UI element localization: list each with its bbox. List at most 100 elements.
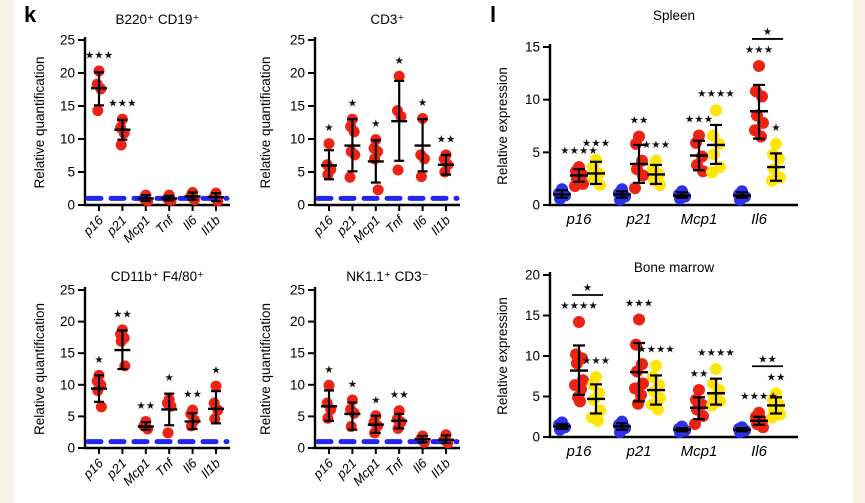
data-point-red: [115, 139, 127, 151]
y-tick-label: 0: [67, 441, 75, 456]
data-point-yellow: [706, 166, 718, 179]
significance-stars: ★★★★: [740, 391, 778, 403]
data-point-red: [92, 384, 104, 396]
data-point-red: [93, 65, 105, 77]
x-tick-label: Tnf: [152, 212, 177, 237]
significance-stars: ★: [348, 378, 357, 390]
y-tick-label: 10: [525, 349, 540, 364]
y-tick-label: 5: [67, 409, 75, 424]
x-tick-label: Il1b: [428, 456, 453, 481]
data-point-red: [633, 313, 645, 326]
data-point-red: [439, 166, 451, 178]
significance-stars: ★: [371, 118, 380, 130]
chart-canvas: CD3⁺ Relative quantification 0 5 10 15 20 25 p16…: [258, 12, 460, 246]
y-tick-label: 15: [290, 346, 305, 361]
chart-title: NK1.1⁺ CD3⁻: [346, 269, 429, 284]
x-tick-label: Il6: [409, 455, 430, 476]
data-point-yellow: [592, 414, 604, 427]
y-tick-label: 0: [532, 198, 540, 213]
data-point-red: [322, 169, 334, 181]
data-point-yellow: [708, 148, 720, 161]
y-tick-label: 10: [60, 377, 75, 392]
y-tick-label: 5: [532, 145, 540, 160]
y-axis-label: Relative expression: [495, 67, 510, 185]
data-point-red: [569, 180, 581, 193]
x-tick-label: Il1b: [198, 213, 223, 238]
y-tick-label: 20: [60, 66, 75, 81]
y-tick-label: 15: [525, 308, 540, 323]
significance-stars: ★: [211, 365, 220, 377]
data-point-yellow: [652, 403, 664, 416]
data-point-yellow: [710, 104, 722, 117]
x-tick-label: Mcp1: [350, 456, 383, 489]
chart-b220-cd19: B220⁺ CD19⁺ Relative quantification 0 5 10 15…: [30, 2, 255, 252]
panel-l-label: l: [490, 2, 497, 27]
chart-canvas: NK1.1⁺ CD3⁻ Relative quantification 0 5 10 15…: [258, 269, 460, 489]
significance-stars: ★★★: [625, 298, 653, 310]
significance-stars: ★★: [390, 389, 409, 401]
significance-stars: ★: [394, 55, 403, 67]
y-tick-label: 25: [290, 33, 305, 48]
data-point-red: [755, 130, 767, 143]
y-tick-label: 5: [67, 165, 75, 180]
x-tick-label: p16: [565, 443, 592, 460]
x-tick-label: Tnf: [152, 455, 177, 480]
y-tick-label: 15: [60, 99, 75, 114]
significance-stars: ★★★★: [560, 300, 598, 312]
significance-stars: ★★★: [745, 44, 773, 56]
data-point-yellow: [650, 359, 662, 372]
y-tick-label: 15: [525, 40, 540, 55]
significance-stars: ★★★★: [637, 344, 675, 356]
y-axis-label: Relative quantification: [32, 56, 47, 188]
data-point-red: [349, 149, 361, 161]
significance-stars: ★: [771, 122, 780, 134]
data-point-red: [369, 153, 381, 165]
x-tick-label: Mcp1: [681, 211, 718, 228]
significance-stars: ★★: [113, 308, 132, 320]
y-tick-label: 25: [290, 283, 305, 298]
data-point-red: [574, 395, 586, 408]
x-tick-label: Il6: [179, 455, 200, 476]
x-tick-label: Mcp1: [120, 213, 153, 246]
x-tick-label: p16: [565, 211, 592, 228]
y-axis-label: Relative quantification: [258, 303, 273, 435]
x-tick-label: p21: [625, 443, 651, 460]
data-point-red: [372, 184, 384, 196]
page-edge-left: [0, 0, 14, 503]
y-tick-label: 5: [297, 165, 305, 180]
data-point-red: [323, 379, 335, 391]
significance-stars: ★: [418, 97, 427, 109]
significance-stars: ★: [348, 98, 357, 110]
y-axis-label: Relative expression: [495, 297, 510, 415]
significance-stars: ★★: [767, 371, 786, 383]
significance-stars: ★: [583, 282, 592, 294]
y-tick-label: 5: [532, 389, 540, 404]
x-tick-label: p21: [625, 211, 651, 228]
y-tick-label: 0: [297, 198, 305, 213]
x-tick-label: Tnf: [382, 212, 407, 237]
y-tick-label: 20: [290, 66, 305, 81]
x-tick-label: Mcp1: [350, 213, 383, 246]
data-point-red: [690, 136, 702, 149]
significance-stars: ★: [324, 122, 333, 134]
data-point-red: [95, 401, 107, 413]
y-axis-label: Relative quantification: [32, 303, 47, 435]
data-point-yellow: [770, 137, 782, 150]
significance-stars: ★★: [183, 389, 202, 401]
data-point-red: [323, 138, 335, 150]
y-tick-label: 0: [297, 441, 305, 456]
significance-stars: ★★★: [108, 98, 136, 110]
chart-canvas: CD11b⁺ F4/80⁺ Relative quantification 0 5 10…: [32, 269, 230, 489]
y-tick-label: 25: [60, 33, 75, 48]
data-point-red: [753, 59, 765, 72]
x-tick-label: Il6: [409, 212, 430, 233]
data-point-red: [162, 427, 174, 439]
y-tick-label: 25: [60, 283, 75, 298]
significance-stars: ★: [371, 394, 380, 406]
data-point-red: [115, 335, 127, 347]
significance-stars: ★★: [630, 115, 649, 127]
chart-title: CD3⁺: [370, 12, 404, 27]
significance-stars: ★★★: [642, 139, 670, 151]
y-tick-label: 0: [67, 198, 75, 213]
x-tick-label: p16: [309, 455, 336, 482]
